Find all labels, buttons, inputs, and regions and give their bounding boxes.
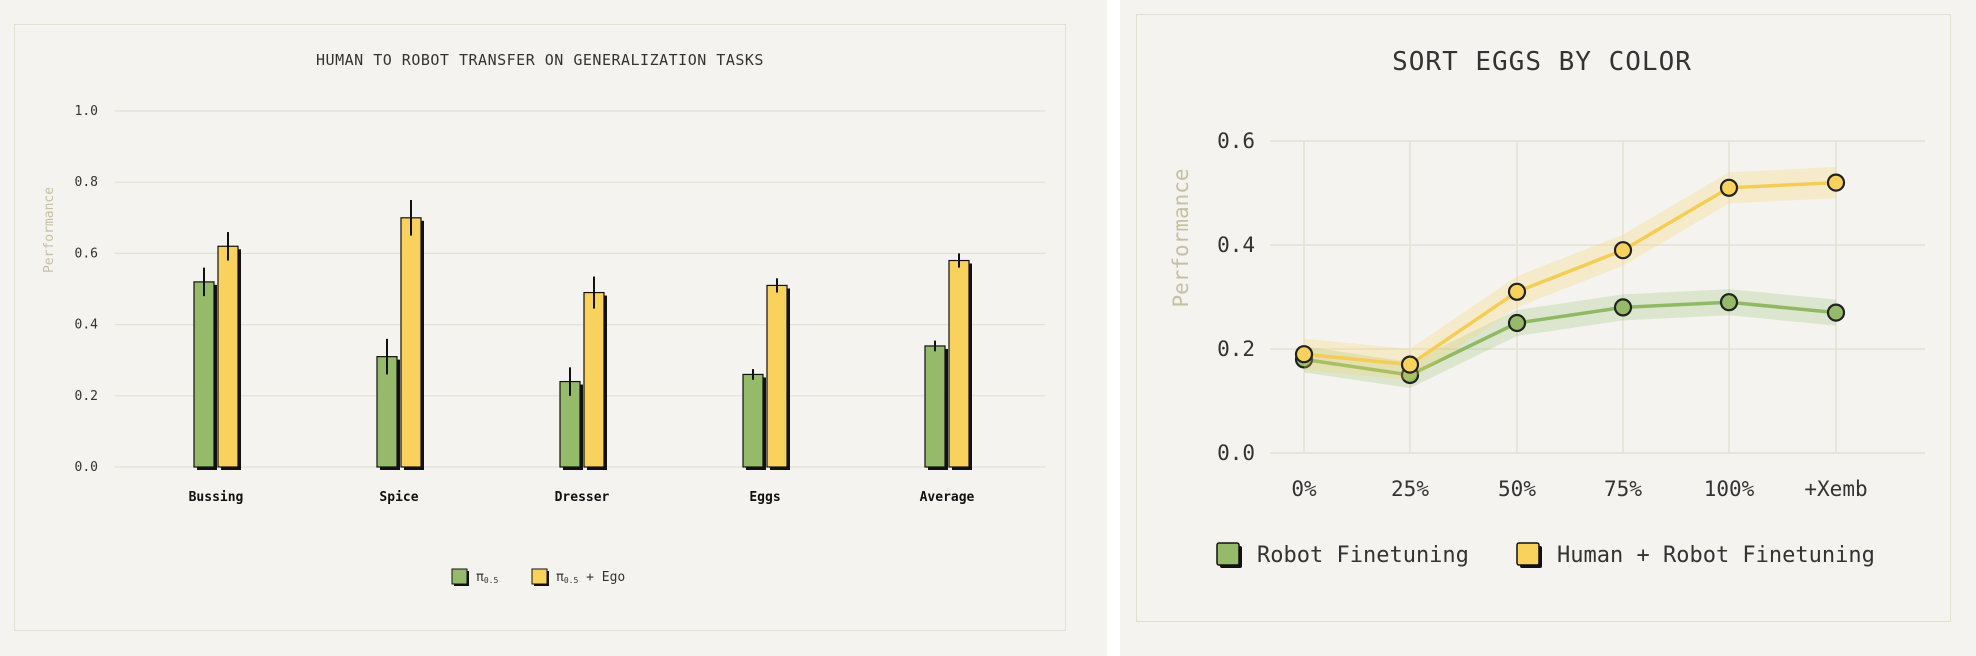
left-chart-y-axis-label: Performance [42,187,57,273]
left-chart-frame [14,24,1066,631]
x-category-label: Bussing [189,490,244,505]
legend-label: Robot Finetuning [1257,543,1469,568]
right-chart-y-axis-label: Performance [1169,168,1193,307]
confidence-band [1304,167,1836,381]
bar-spice-series-1 [376,338,400,470]
data-point [1613,298,1633,317]
bar [924,345,946,468]
right-x-tick-label: +Xemb [1804,477,1867,501]
left-y-tick-label: 0.0 [75,460,98,475]
legend-label-suffix: + Ego [578,570,625,585]
legend-swatch [531,568,548,585]
legend-item-1: π0.5 [451,568,498,586]
right-x-tick-label: 25% [1391,477,1429,501]
bar-dresser-series-2 [583,276,607,470]
bar [400,217,422,468]
legend-label-sub: 0.5 [564,576,579,585]
bar-average-series-1 [924,340,948,470]
x-category-label: Spice [379,490,418,505]
bar-dresser-series-1 [559,367,583,470]
x-category-label: Eggs [749,490,780,505]
data-point [1507,313,1527,333]
bar-bussing-series-2 [217,232,241,470]
legend-swatch [1516,542,1540,566]
bar [766,284,788,468]
bar-average-series-2 [948,253,972,470]
data-point [1719,178,1739,197]
bar [193,281,215,468]
legend-label-sub: 0.5 [484,576,499,585]
bar-spice-series-2 [400,200,424,470]
right-chart-lines [1294,167,1846,388]
left-chart-legend: π0.5 π0.5 + Ego [451,568,625,586]
bar-eggs-series-2 [766,278,790,470]
right-y-tick-label: 0.4 [1217,233,1255,257]
data-point [1826,173,1846,192]
bar-bussing-series-1 [193,267,217,470]
right-chart-panel [1120,0,1976,656]
left-y-tick-label: 1.0 [75,104,98,119]
bar-eggs-series-1 [742,369,766,470]
left-y-tick-label: 0.2 [75,389,98,404]
right-chart-title: SORT EGGS BY COLOR [1392,47,1692,77]
bar [217,245,239,468]
left-chart-bars: Bussing Spice Dresser Eggs Average [189,200,975,505]
left-chart-title: HUMAN TO ROBOT TRANSFER ON GENERALIZATIO… [316,51,764,69]
right-y-tick-label: 0.2 [1217,337,1255,361]
bar [742,373,764,468]
left-y-tick-label: 0.8 [75,175,98,190]
line-series-2 [1294,167,1846,381]
left-chart-grid: 0.0 0.2 0.4 0.6 0.8 1.0 [75,104,1045,475]
bar [583,291,605,468]
right-chart-grid: 0.0 0.2 0.4 0.6 0% 25% 50% 75% 100% +Xemb [1217,129,1925,501]
legend-label: π0.5 [476,570,498,585]
right-y-tick-label: 0.6 [1217,129,1255,153]
right-y-tick-label: 0.0 [1217,441,1255,465]
legend-label-base: π [476,570,484,585]
legend-swatch [1216,542,1240,566]
left-chart-panel [0,0,1107,656]
left-y-tick-label: 0.4 [75,318,99,333]
x-category-label: Dresser [555,490,610,505]
data-point [1613,241,1633,260]
data-point [1719,293,1739,312]
legend-item-1: Robot Finetuning [1216,542,1469,568]
data-point [1294,345,1314,364]
right-x-tick-label: 100% [1704,477,1755,501]
legend-label-base: π [556,570,564,585]
legend-label: Human + Robot Finetuning [1557,543,1875,568]
left-y-tick-label: 0.6 [75,246,98,261]
bar [948,259,970,468]
right-x-tick-label: 75% [1604,477,1642,501]
legend-item-2: π0.5 + Ego [531,568,625,586]
right-x-tick-label: 0% [1291,477,1317,501]
data-point [1400,355,1420,374]
legend-label: π0.5 + Ego [556,570,625,585]
right-x-tick-label: 50% [1498,477,1536,501]
legend-swatch [451,568,468,585]
x-category-label: Average [920,490,975,505]
data-point [1826,303,1846,322]
legend-item-2: Human + Robot Finetuning [1516,542,1875,568]
series-line [1303,180,1837,367]
right-chart-legend: Robot Finetuning Human + Robot Finetuning [1216,542,1875,568]
data-point [1507,282,1527,301]
series-line [1303,300,1837,377]
right-chart-frame [1136,14,1951,622]
